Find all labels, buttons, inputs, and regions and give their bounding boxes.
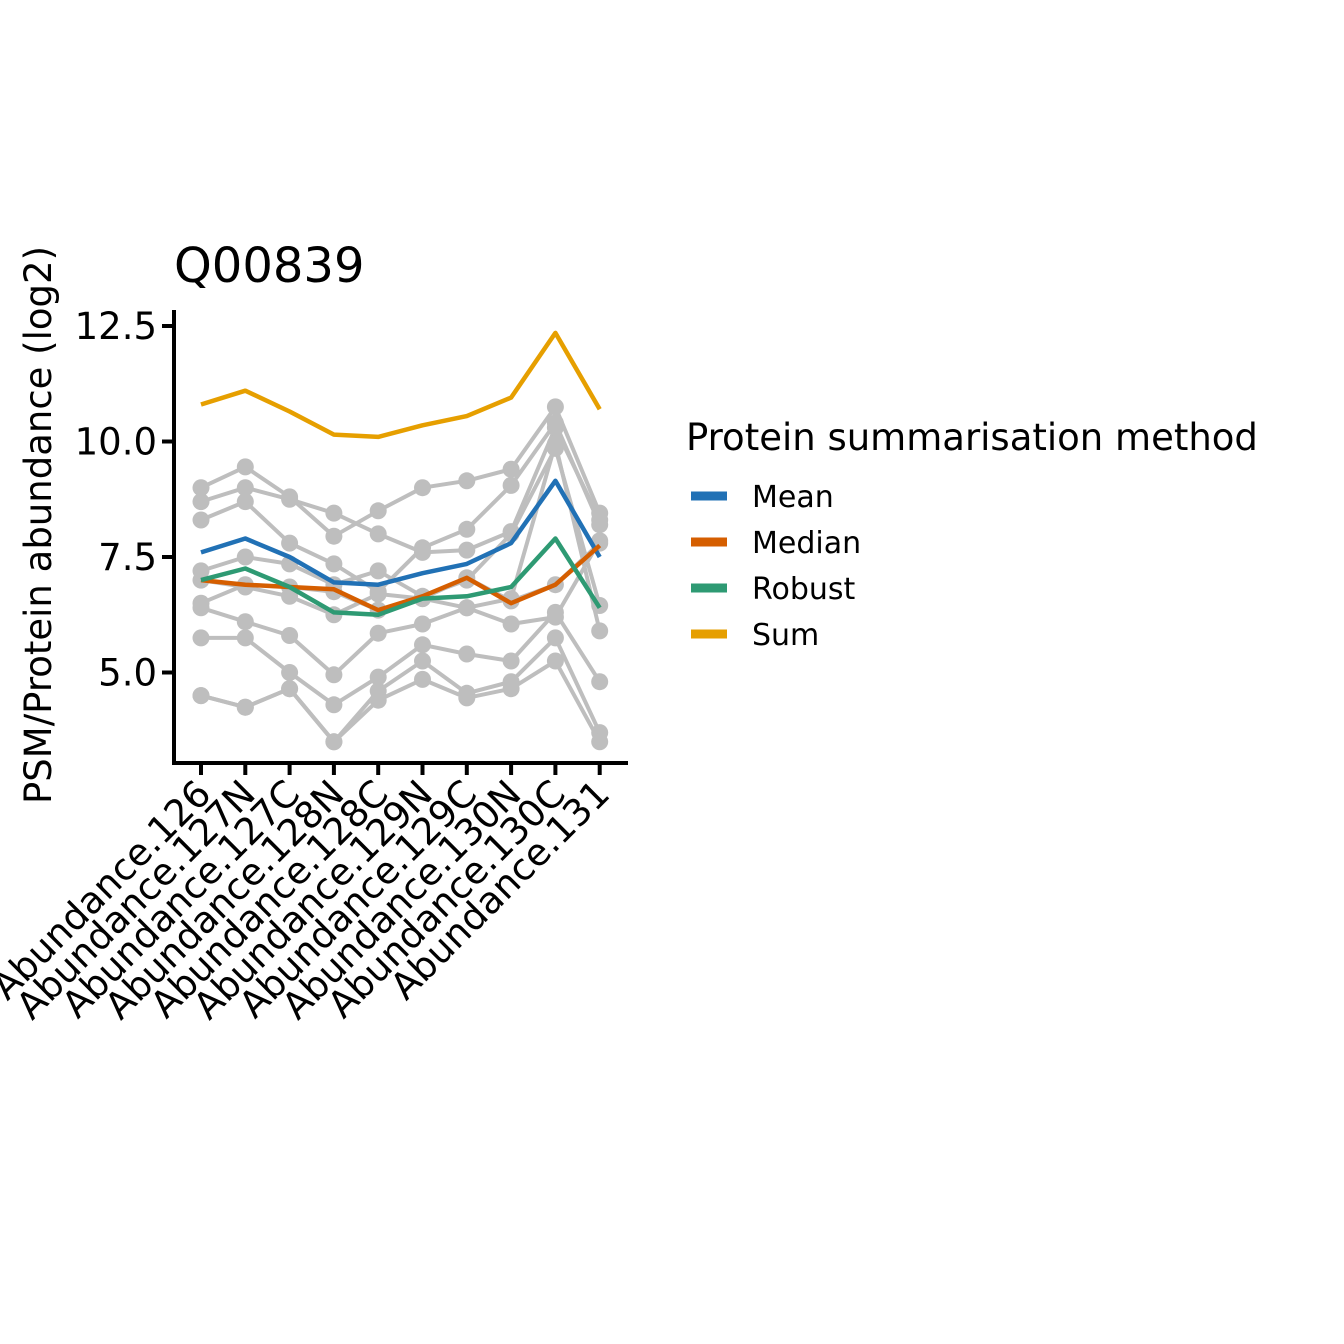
psm-point [546,398,564,416]
legend-label-median: Median [752,526,861,561]
psm-point [281,490,299,508]
psm-point [325,527,343,545]
legend-label-mean: Mean [752,480,834,515]
psm-point [414,539,431,557]
psm-point [325,666,343,684]
psm-point [369,525,387,543]
psm-point [325,696,343,714]
series-line-mean [200,478,602,587]
psm-point [546,603,564,621]
legend-label-sum: Sum [752,618,819,653]
y-tick-label: 7.5 [98,536,157,579]
psm-point [546,414,564,432]
psm-point [546,652,564,670]
psm-point [192,687,210,705]
psm-point [192,479,210,497]
psm-point [192,629,210,647]
psm-point [414,636,431,654]
psm-point [502,615,520,633]
psm-point [236,613,254,631]
series-line-sum [200,330,602,440]
psm-point [236,629,254,647]
psm-point [369,585,387,603]
chart-title: Q00839 [174,238,364,294]
y-tick-label: 10.0 [75,421,157,464]
psm-point [236,479,254,497]
legend-title: Protein summarisation method [686,416,1258,459]
psm-point [325,555,343,573]
y-tick-label: 12.5 [75,305,157,348]
psm-line-1 [200,404,602,539]
psm-point [281,664,299,681]
psm-point [325,733,343,751]
psm-point [369,668,387,686]
psm-point [458,599,476,617]
psm-point [236,458,254,476]
series-line-robust [200,536,602,618]
y-axis-label-group: PSM/Protein abundance (log2) [17,246,60,804]
psm-point [458,520,476,538]
psm-point [414,615,431,633]
psm-point [369,562,387,580]
legend: Protein summarisation method Mean Median R… [686,416,1258,653]
psm-point [281,534,299,552]
psm-point [591,516,609,534]
axes [172,310,628,765]
psm-point [546,629,564,647]
psm-point [591,733,609,751]
psm-point [591,673,609,691]
psm-point [414,479,431,497]
psm-point [414,670,431,688]
psm-point [458,541,476,559]
psm-point [281,627,299,644]
psm-point [192,493,210,511]
psm-point [192,511,210,529]
psm-point [192,599,210,617]
psm-point [458,645,476,663]
psm-point [458,689,476,707]
psm-line-2 [200,425,602,555]
y-ticks: 5.0 7.5 10.0 12.5 [75,305,174,695]
psm-point [369,691,387,709]
psm-point [281,680,299,698]
legend-label-robust: Robust [752,572,856,607]
psm-point [502,652,520,670]
psm-line-7 [200,539,602,677]
psm-line-8 [201,610,602,707]
series-line-median [200,543,602,613]
psm-point [591,622,609,640]
y-axis-label: PSM/Protein abundance (log2) [17,246,60,804]
psm-point [236,548,254,566]
legend-items: Mean Median Robust Sum [691,480,861,653]
psm-point [369,502,387,520]
psm-line-10 [200,659,602,744]
psm-point [546,435,564,453]
psm-point [236,698,254,716]
x-ticks: Abundance.126Abundance.127NAbundance.127… [0,763,618,1028]
psm-point [502,460,520,478]
psm-point [502,680,520,698]
y-tick-label: 5.0 [98,652,157,695]
summary-lines [200,330,602,618]
psm-point [369,624,387,642]
psm-point [325,504,343,522]
psm-point [414,652,431,670]
psm-line-5 [200,441,602,632]
psm-point [591,532,609,550]
psm-point [502,476,520,494]
psm-lines [192,398,609,751]
psm-line-3 [200,421,602,594]
psm-line-4 [200,446,602,607]
psm-point [458,472,476,490]
psm-point [236,493,254,511]
